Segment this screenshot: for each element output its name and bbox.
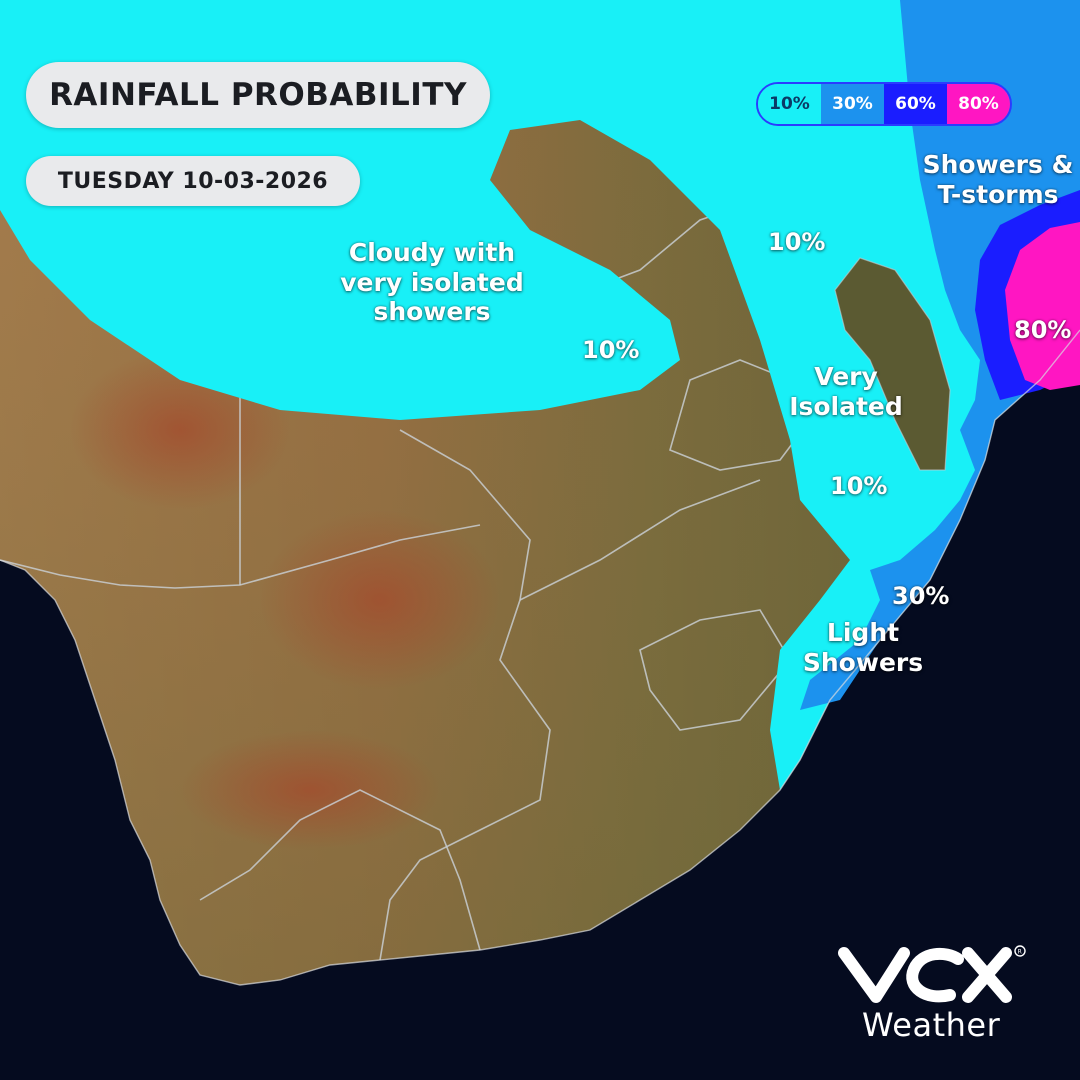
label-cloudy: Cloudy with very isolated showers: [318, 238, 546, 327]
label-10-percent-east: 10%: [830, 472, 888, 500]
label-cloudy-line1: Cloudy with: [348, 238, 516, 267]
label-10-percent-west: 10%: [582, 336, 640, 364]
label-80-percent: 80%: [1014, 316, 1072, 344]
brand-wordmark: Weather: [862, 1006, 1001, 1044]
label-30-percent: 30%: [892, 582, 950, 610]
label-cloudy-line2: very isolated: [340, 267, 524, 297]
label-storms: Showers & T-storms: [918, 150, 1078, 209]
label-cloudy-line3: showers: [373, 297, 491, 326]
svg-text:R: R: [1018, 949, 1022, 956]
label-10-percent-north: 10%: [768, 228, 826, 256]
dry-zone-east: [835, 258, 950, 470]
legend-swatch-80: 80%: [947, 84, 1010, 124]
label-very-isolated: Very Isolated: [786, 362, 906, 421]
label-storms-line1: Showers &: [922, 150, 1074, 179]
label-light-line2: Showers: [802, 647, 924, 677]
coastline: [0, 329, 1080, 986]
vox-logo-icon: R: [838, 945, 1026, 1003]
label-light-line1: Light: [826, 618, 900, 647]
map-title: RAINFALL PROBABILITY: [26, 62, 490, 128]
rain-zone-80: [1005, 222, 1080, 390]
legend-swatch-30: 30%: [821, 84, 884, 124]
legend-swatch-60: 60%: [884, 84, 947, 124]
rain-zone-30: [800, 0, 1080, 710]
label-very-line2: Isolated: [789, 391, 903, 421]
label-very-line1: Very: [814, 362, 878, 391]
label-light-showers: Light Showers: [798, 618, 928, 677]
label-storms-line2: T-storms: [937, 179, 1059, 209]
forecast-date: TUESDAY 10-03-2026: [26, 156, 360, 206]
legend-swatch-10: 10%: [758, 84, 821, 124]
probability-legend: 10% 30% 60% 80%: [756, 82, 1012, 126]
